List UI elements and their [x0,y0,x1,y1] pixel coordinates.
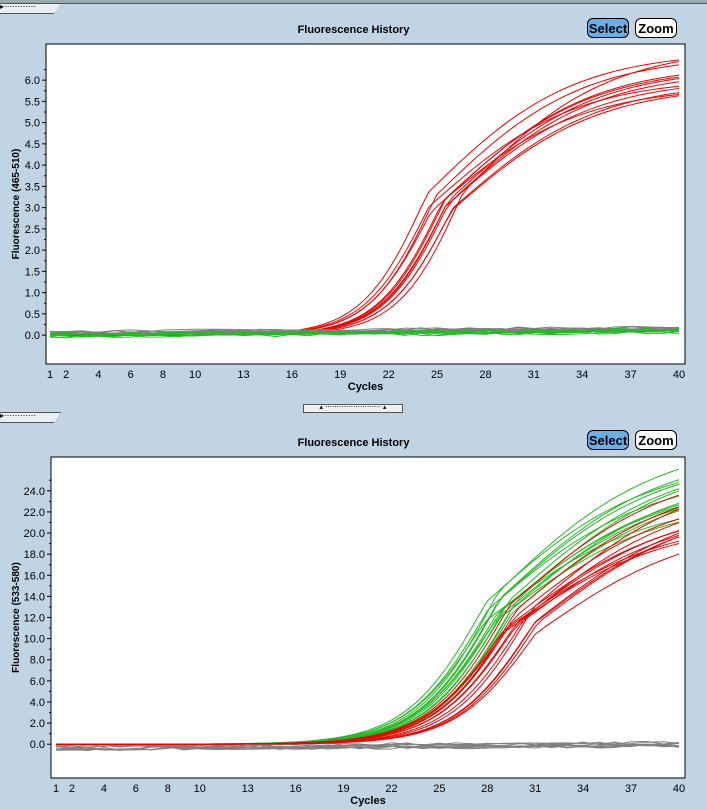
x-tick-label: 16 [286,369,298,381]
x-tick-label: 1 [53,783,59,795]
y-tick-label: 5.5 [25,96,40,108]
y-tick-label: 6.0 [30,676,45,688]
y-tick-label: 10.0 [24,634,45,646]
plot-area[interactable] [50,456,686,779]
x-tick-label: 28 [479,369,491,381]
x-tick-label: 25 [431,369,443,381]
chart-title: Fluorescence History [297,437,410,449]
x-tick-label: 16 [289,783,301,795]
x-tick-label: 6 [128,369,134,381]
x-tick-label: 31 [529,783,541,795]
x-tick-label: 2 [63,369,69,381]
y-tick-label: 24.0 [24,486,45,498]
series-line [49,331,680,339]
x-tick-label: 8 [165,783,171,795]
x-axis-label: Cycles [348,381,383,393]
panel-splitter-handle[interactable]: ▴ ⋯⋯⋯⋯⋯⋯⋯⋯ ▴ [303,404,403,413]
x-tick-label: 19 [334,369,346,381]
y-tick-label: 3.0 [25,203,40,215]
y-axis-label: Fluorescence (533-580) [11,562,22,673]
select-button[interactable]: Select [587,430,629,450]
select-button[interactable]: Select [587,18,629,38]
top-splitter-bar[interactable] [0,0,707,4]
y-tick-label: 8.0 [30,655,45,667]
x-tick-label: 19 [337,783,349,795]
x-tick-label: 34 [576,369,588,381]
y-tick-label: 12.0 [24,613,45,625]
y-tick-label: 2.0 [25,245,40,257]
series-line [55,534,680,745]
x-tick-label: 2 [69,783,75,795]
y-tick-label: 2.5 [25,224,40,236]
x-tick-label: 22 [383,369,395,381]
x-tick-label: 22 [385,783,397,795]
x-tick-label: 31 [528,369,540,381]
y-tick-label: 2.0 [30,718,45,730]
x-tick-label: 8 [160,369,166,381]
x-tick-label: 34 [577,783,589,795]
x-tick-label: 4 [101,783,107,795]
x-tick-label: 13 [237,369,249,381]
x-tick-label: 25 [433,783,445,795]
y-tick-label: 16.0 [24,570,45,582]
y-axis-label: Fluorescence (465-510) [11,149,22,260]
y-tick-label: 1.5 [25,266,40,278]
y-tick-label: 4.0 [30,697,45,709]
x-tick-label: 1 [47,369,53,381]
x-tick-label: 40 [673,369,685,381]
zoom-button[interactable]: Zoom [635,430,677,450]
x-tick-label: 4 [95,369,101,381]
y-tick-label: 14.0 [24,591,45,603]
y-tick-label: 18.0 [24,549,45,561]
y-tick-label: 0.0 [30,739,45,751]
plot-area[interactable] [45,43,686,365]
y-tick-label: 6.0 [25,75,40,87]
x-tick-label: 10 [194,783,206,795]
y-tick-label: 4.5 [25,139,40,151]
x-axis-label: Cycles [350,795,385,807]
y-tick-label: 0.0 [25,330,40,342]
chart-title: Fluorescence History [297,24,410,36]
x-tick-label: 37 [624,369,636,381]
series-line [55,743,680,751]
series-line [49,328,680,337]
x-tick-label: 6 [133,783,139,795]
zoom-button[interactable]: Zoom [635,18,677,38]
y-tick-label: 22.0 [24,507,45,519]
y-tick-label: 3.5 [25,181,40,193]
y-tick-label: 0.5 [25,309,40,321]
x-tick-label: 37 [625,783,637,795]
y-tick-label: 1.0 [25,288,40,300]
x-tick-label: 10 [189,369,201,381]
x-tick-label: 40 [673,783,685,795]
x-tick-label: 13 [242,783,254,795]
y-tick-label: 20.0 [24,528,45,540]
y-tick-label: 5.0 [25,118,40,130]
x-tick-label: 28 [481,783,493,795]
y-tick-label: 4.0 [25,160,40,172]
